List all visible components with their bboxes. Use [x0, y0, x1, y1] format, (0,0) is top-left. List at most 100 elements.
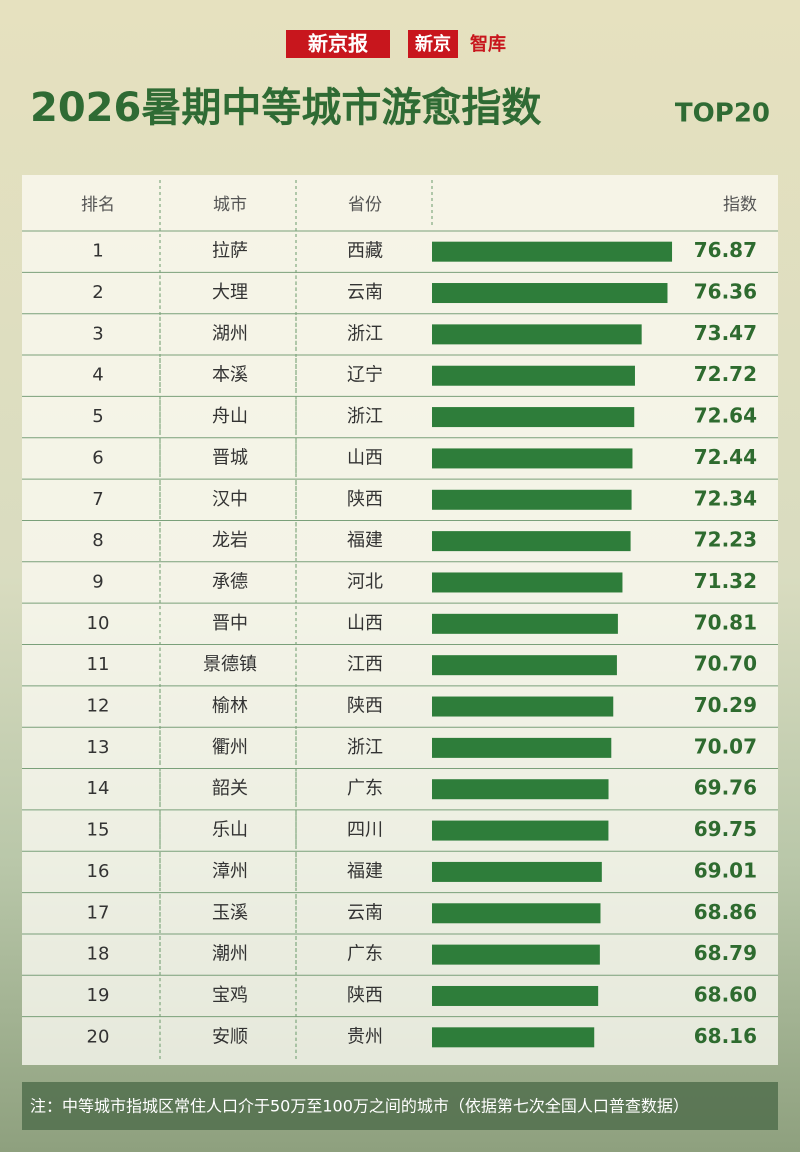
rank: 10 — [87, 613, 110, 634]
rank: 8 — [92, 530, 103, 551]
province: 浙江 — [347, 406, 383, 427]
rank: 1 — [92, 241, 103, 262]
city: 潮州 — [212, 944, 248, 965]
city: 本溪 — [212, 365, 248, 386]
rank: 3 — [92, 323, 103, 344]
value-label: 68.86 — [694, 900, 757, 924]
rank: 13 — [87, 737, 110, 758]
city: 宝鸡 — [212, 985, 248, 1006]
value-label: 70.70 — [694, 652, 757, 676]
bar — [432, 613, 618, 634]
bar — [432, 1027, 595, 1048]
province: 云南 — [347, 282, 383, 303]
logo-box — [408, 30, 458, 58]
rank: 12 — [87, 696, 110, 717]
bar — [432, 779, 609, 800]
province: 河北 — [347, 571, 383, 592]
bar — [432, 283, 668, 304]
note: 注：中等城市指城区常住人口介于50万至100万之间的城市（依据第七次全国人口普查… — [30, 1097, 689, 1116]
value-label: 70.81 — [694, 610, 757, 634]
value-label: 68.79 — [694, 941, 757, 965]
city: 景德镇 — [203, 654, 257, 675]
bar — [432, 820, 609, 841]
city: 大理 — [212, 282, 248, 303]
bar — [432, 572, 623, 593]
rank: 4 — [92, 365, 103, 386]
city: 晋城 — [212, 447, 248, 468]
value-label: 76.87 — [694, 238, 757, 262]
value-label: 68.16 — [694, 1024, 757, 1048]
logo: 新京 — [415, 33, 451, 55]
table-panel — [22, 175, 778, 1065]
logo: 新京报 — [308, 32, 368, 56]
rank: 20 — [87, 1026, 110, 1047]
note-bar — [22, 1082, 778, 1130]
province: 四川 — [347, 820, 383, 841]
city: 舟山 — [212, 406, 248, 427]
province: 江西 — [347, 654, 383, 675]
bar — [432, 903, 601, 924]
column-header: 指数 — [723, 195, 757, 215]
province: 云南 — [347, 902, 383, 923]
city: 承德 — [212, 571, 248, 592]
city: 韶关 — [212, 778, 248, 799]
province: 广东 — [347, 778, 383, 799]
bar — [432, 407, 635, 428]
rank: 2 — [92, 282, 103, 303]
value-label: 71.32 — [694, 569, 757, 593]
bar — [432, 531, 631, 552]
value-label: 70.29 — [694, 693, 757, 717]
city: 晋中 — [212, 613, 248, 634]
bar — [432, 448, 633, 469]
province: 浙江 — [347, 737, 383, 758]
city: 安顺 — [212, 1026, 248, 1047]
city: 衢州 — [212, 737, 248, 758]
rank: 16 — [87, 861, 110, 882]
city: 龙岩 — [212, 530, 248, 551]
value-label: 68.60 — [694, 982, 757, 1006]
city: 榆林 — [212, 696, 248, 717]
value-label: 72.72 — [694, 362, 757, 386]
bar — [432, 241, 673, 262]
rank: 17 — [87, 902, 110, 923]
province: 陕西 — [347, 696, 383, 717]
city: 湖州 — [212, 323, 248, 344]
province: 西藏 — [347, 241, 383, 262]
value-label: 76.36 — [694, 280, 757, 304]
bar — [432, 861, 602, 882]
value-label: 72.44 — [694, 445, 757, 469]
title: 2026暑期中等城市游愈指数 — [30, 85, 541, 131]
rank: 19 — [87, 985, 110, 1006]
value-label: 72.34 — [694, 486, 757, 510]
column-header: 省份 — [348, 195, 382, 215]
province: 福建 — [347, 530, 383, 551]
logo-box — [286, 30, 390, 58]
rank: 11 — [87, 654, 110, 675]
bar — [432, 324, 642, 345]
column-header: 排名 — [81, 195, 115, 215]
title-suffix: TOP20 — [675, 99, 770, 129]
bar — [432, 365, 635, 386]
rank: 6 — [92, 447, 103, 468]
province: 陕西 — [347, 985, 383, 1006]
city: 乐山 — [212, 820, 248, 841]
city: 漳州 — [212, 861, 248, 882]
logo: 智库 — [470, 33, 506, 55]
city: 汉中 — [212, 489, 248, 510]
bar — [432, 737, 612, 758]
value-label: 69.01 — [694, 858, 757, 882]
city: 拉萨 — [212, 241, 248, 262]
province: 福建 — [347, 861, 383, 882]
rank: 5 — [92, 406, 103, 427]
province: 广东 — [347, 944, 383, 965]
value-label: 72.23 — [694, 528, 757, 552]
bar — [432, 489, 632, 510]
column-header: 城市 — [213, 195, 247, 215]
province: 浙江 — [347, 323, 383, 344]
rank: 15 — [87, 820, 110, 841]
rank: 7 — [92, 489, 103, 510]
bar — [432, 985, 599, 1006]
value-label: 73.47 — [694, 321, 757, 345]
value-label: 70.07 — [694, 734, 757, 758]
